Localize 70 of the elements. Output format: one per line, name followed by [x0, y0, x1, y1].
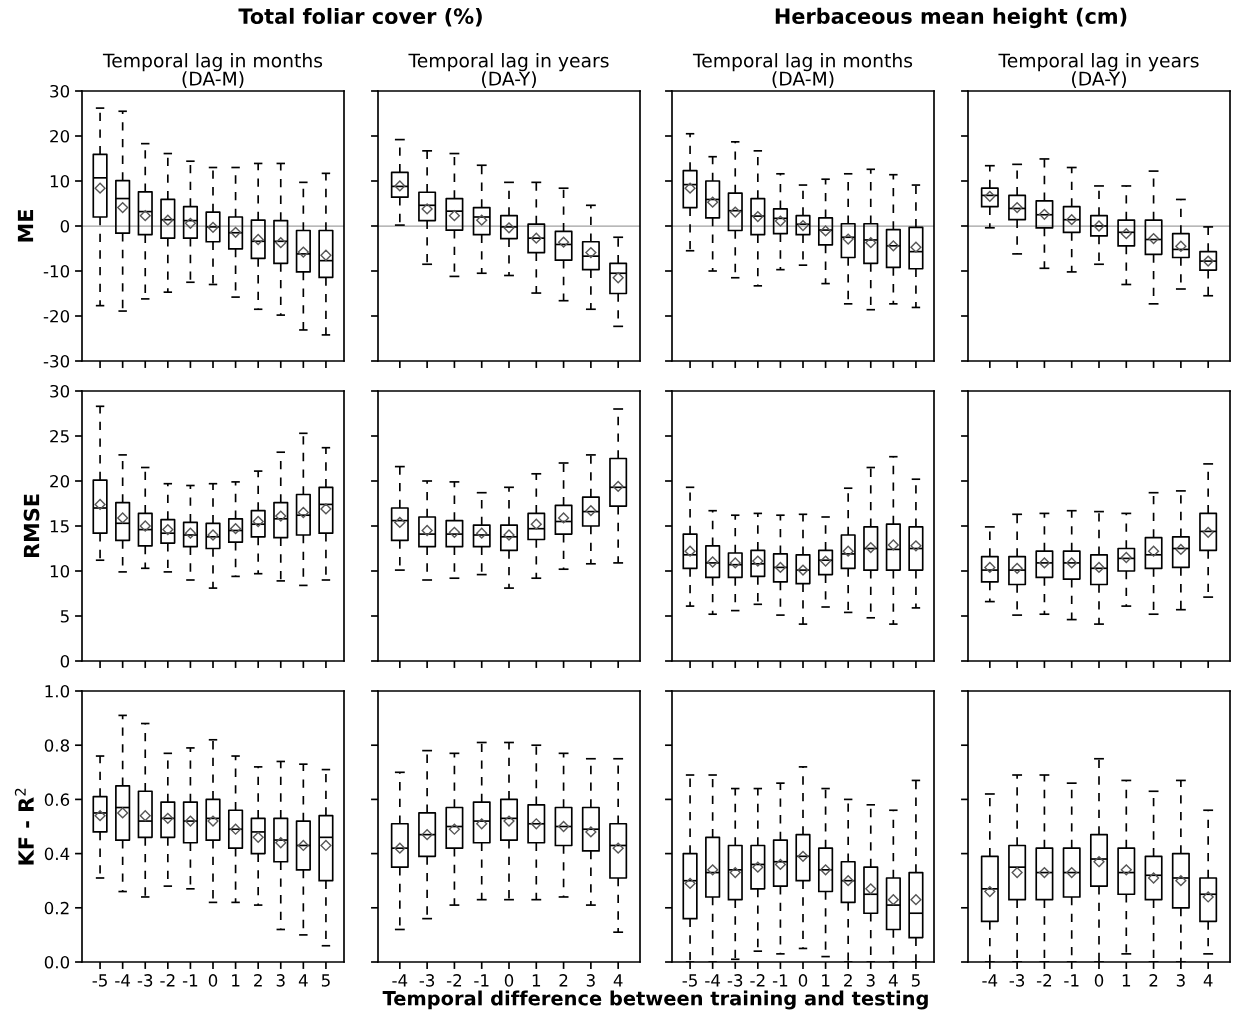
y-tick-label: 0.8 [44, 739, 70, 752]
x-tick-label: 1 [532, 974, 541, 987]
x-tick-label: 3 [586, 974, 595, 987]
x-tick-label: -1 [474, 974, 489, 987]
x-tick-label: -4 [115, 974, 131, 987]
y-axis-title: ME [17, 210, 34, 242]
chart-title: Herbaceous mean height (cm) [775, 7, 1127, 29]
y-tick-label: 25 [50, 429, 69, 443]
x-tick-label: 3 [276, 974, 285, 987]
y-tick-label: 20 [50, 129, 70, 143]
chart-subtitle: Temporal lag in years (DA-Y) [408, 53, 609, 88]
y-tick-label: 0 [60, 654, 70, 668]
y-tick-label: 5 [60, 610, 69, 623]
x-tick-label: -1 [772, 974, 788, 987]
x-tick-label: -3 [419, 974, 435, 987]
x-tick-label: 4 [613, 974, 623, 987]
y-tick-label: 0.2 [44, 901, 69, 915]
x-tick-label: 2 [844, 974, 852, 987]
x-tick-label: 0 [504, 974, 514, 987]
x-tick-label: 4 [888, 974, 898, 987]
y-tick-label: 10 [50, 174, 70, 188]
x-tick-label: 3 [866, 974, 875, 987]
y-tick-label: 15 [50, 520, 69, 533]
x-tick-label: -3 [1009, 974, 1025, 987]
x-tick-label: -2 [750, 974, 765, 987]
x-tick-label: -2 [1036, 974, 1052, 987]
y-tick-label: 1.0 [45, 684, 70, 698]
y-tick-label: -20 [43, 309, 70, 323]
x-tick-label: -4 [982, 974, 998, 987]
y-tick-label: 20 [50, 474, 70, 488]
x-tick-label: -3 [727, 974, 743, 987]
x-tick-label: -2 [160, 974, 175, 987]
x-tick-label: -3 [137, 974, 153, 987]
x-tick-label: 5 [911, 974, 920, 987]
x-tick-label: -5 [92, 974, 107, 987]
x-tick-label: -1 [182, 974, 198, 987]
x-axis-title: Temporal difference between training and testing [382, 990, 928, 1010]
y-tick-label: 10 [50, 564, 70, 578]
x-tick-label: -4 [705, 974, 721, 987]
y-tick-label: -10 [43, 264, 70, 278]
x-tick-label: 0 [1094, 974, 1104, 987]
x-tick-label: 2 [559, 974, 568, 987]
chart-title: Total foliar cover (%) [238, 7, 482, 27]
x-tick-label: 2 [1149, 974, 1158, 987]
y-tick-label: -30 [43, 354, 70, 368]
x-tick-label: 5 [321, 974, 330, 987]
y-axis-title: KF - R$^{2}$ [14, 788, 34, 865]
x-tick-label: 1 [232, 974, 240, 987]
y-tick-label: 30 [50, 384, 70, 398]
chart-subtitle: Temporal lag in years (DA-Y) [998, 53, 1199, 88]
y-tick-label: 30 [50, 84, 70, 98]
x-tick-label: 2 [254, 974, 262, 987]
y-tick-label: 0.4 [44, 847, 70, 861]
x-tick-label: 4 [1203, 974, 1213, 987]
x-tick-label: 1 [822, 974, 830, 987]
x-tick-label: -5 [682, 974, 697, 987]
chart-subtitle: Temporal lag in months (DA-M) [692, 53, 913, 88]
x-tick-label: 0 [798, 974, 808, 987]
chart-subtitle: Temporal lag in months (DA-M) [102, 53, 323, 88]
y-tick-label: 0.6 [44, 793, 70, 806]
y-axis-title: RMSE [23, 494, 40, 558]
x-tick-label: 1 [1122, 974, 1131, 987]
y-tick-label: 0.0 [44, 955, 70, 969]
x-tick-label: 4 [298, 974, 308, 987]
x-tick-label: -2 [446, 974, 462, 987]
x-tick-label: -4 [392, 974, 408, 987]
x-tick-label: -1 [1064, 974, 1079, 987]
x-tick-label: 3 [1176, 974, 1185, 987]
x-tick-label: 0 [208, 974, 218, 987]
y-tick-label: 0 [60, 219, 70, 233]
